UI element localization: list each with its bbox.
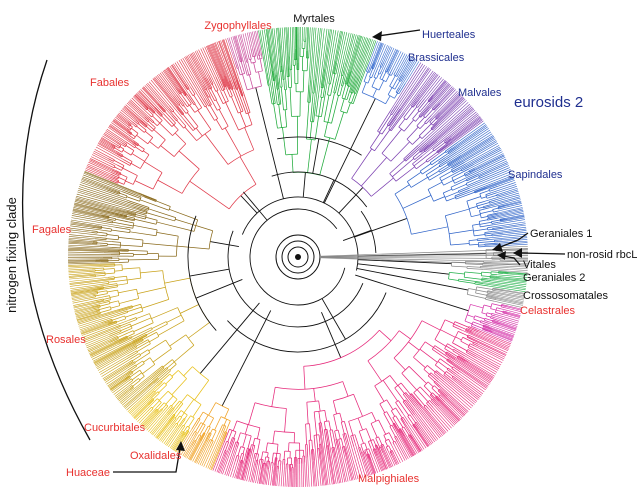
label-vitales: Vitales [523,259,556,271]
label-cucurbitales: Cucurbitales [84,422,146,434]
clade-vitales [357,259,528,273]
label-sapindales: Sapindales [508,169,563,181]
label-geraniales1: Geraniales 1 [530,228,592,240]
clade-crossosom [356,268,526,308]
label-nonrosid: non-rosid rbcL [567,249,637,261]
label-zygophyllales: Zygophyllales [204,20,272,32]
tree-core [187,136,528,353]
clade-fagales [67,170,239,265]
geraniales1-arrow [492,232,529,252]
clade-rosales [68,263,243,411]
label-rosales: Rosales [46,334,86,346]
clade-geraniales2 [357,263,528,292]
clade-brassicales [323,41,420,204]
clade-malvales [338,62,484,214]
clade-oxalidales [177,310,272,471]
vitales-arrow [497,251,521,266]
clade-malpighiales [212,312,512,488]
label-huerteales: Huerteales [422,29,476,41]
label-geraniales2: Geraniales 2 [523,272,585,284]
clade-sapindales [354,122,528,248]
label-brassicales: Brassicales [408,52,465,64]
label-celastrales: Celastrales [520,305,576,317]
label-myrtales: Myrtales [293,13,335,25]
label-crossosomatales: Crossosomatales [523,290,608,302]
huaceae-arrow [113,441,185,473]
nonrosid-arrow [513,248,566,258]
label-huaceae: Huaceae [66,467,110,479]
label-oxalidales: Oxalidales [130,450,182,462]
clade-zygophyllales [227,30,284,199]
clade-fabales [85,38,258,214]
nitrogen-clade-label: nitrogen fixing clade [4,197,19,313]
nitrogen-clade-bracket [21,59,91,441]
clade-cucurbitales [127,302,260,453]
label-fabales: Fabales [90,77,130,89]
clade-celastrales [355,274,523,343]
clade-myrtales [258,26,377,198]
label-eurosids2: eurosids 2 [514,94,583,111]
huerteales-arrow [372,29,421,41]
label-malvales: Malvales [458,87,502,99]
label-fagales: Fagales [32,224,72,236]
label-malpighiales: Malpighiales [358,473,420,485]
